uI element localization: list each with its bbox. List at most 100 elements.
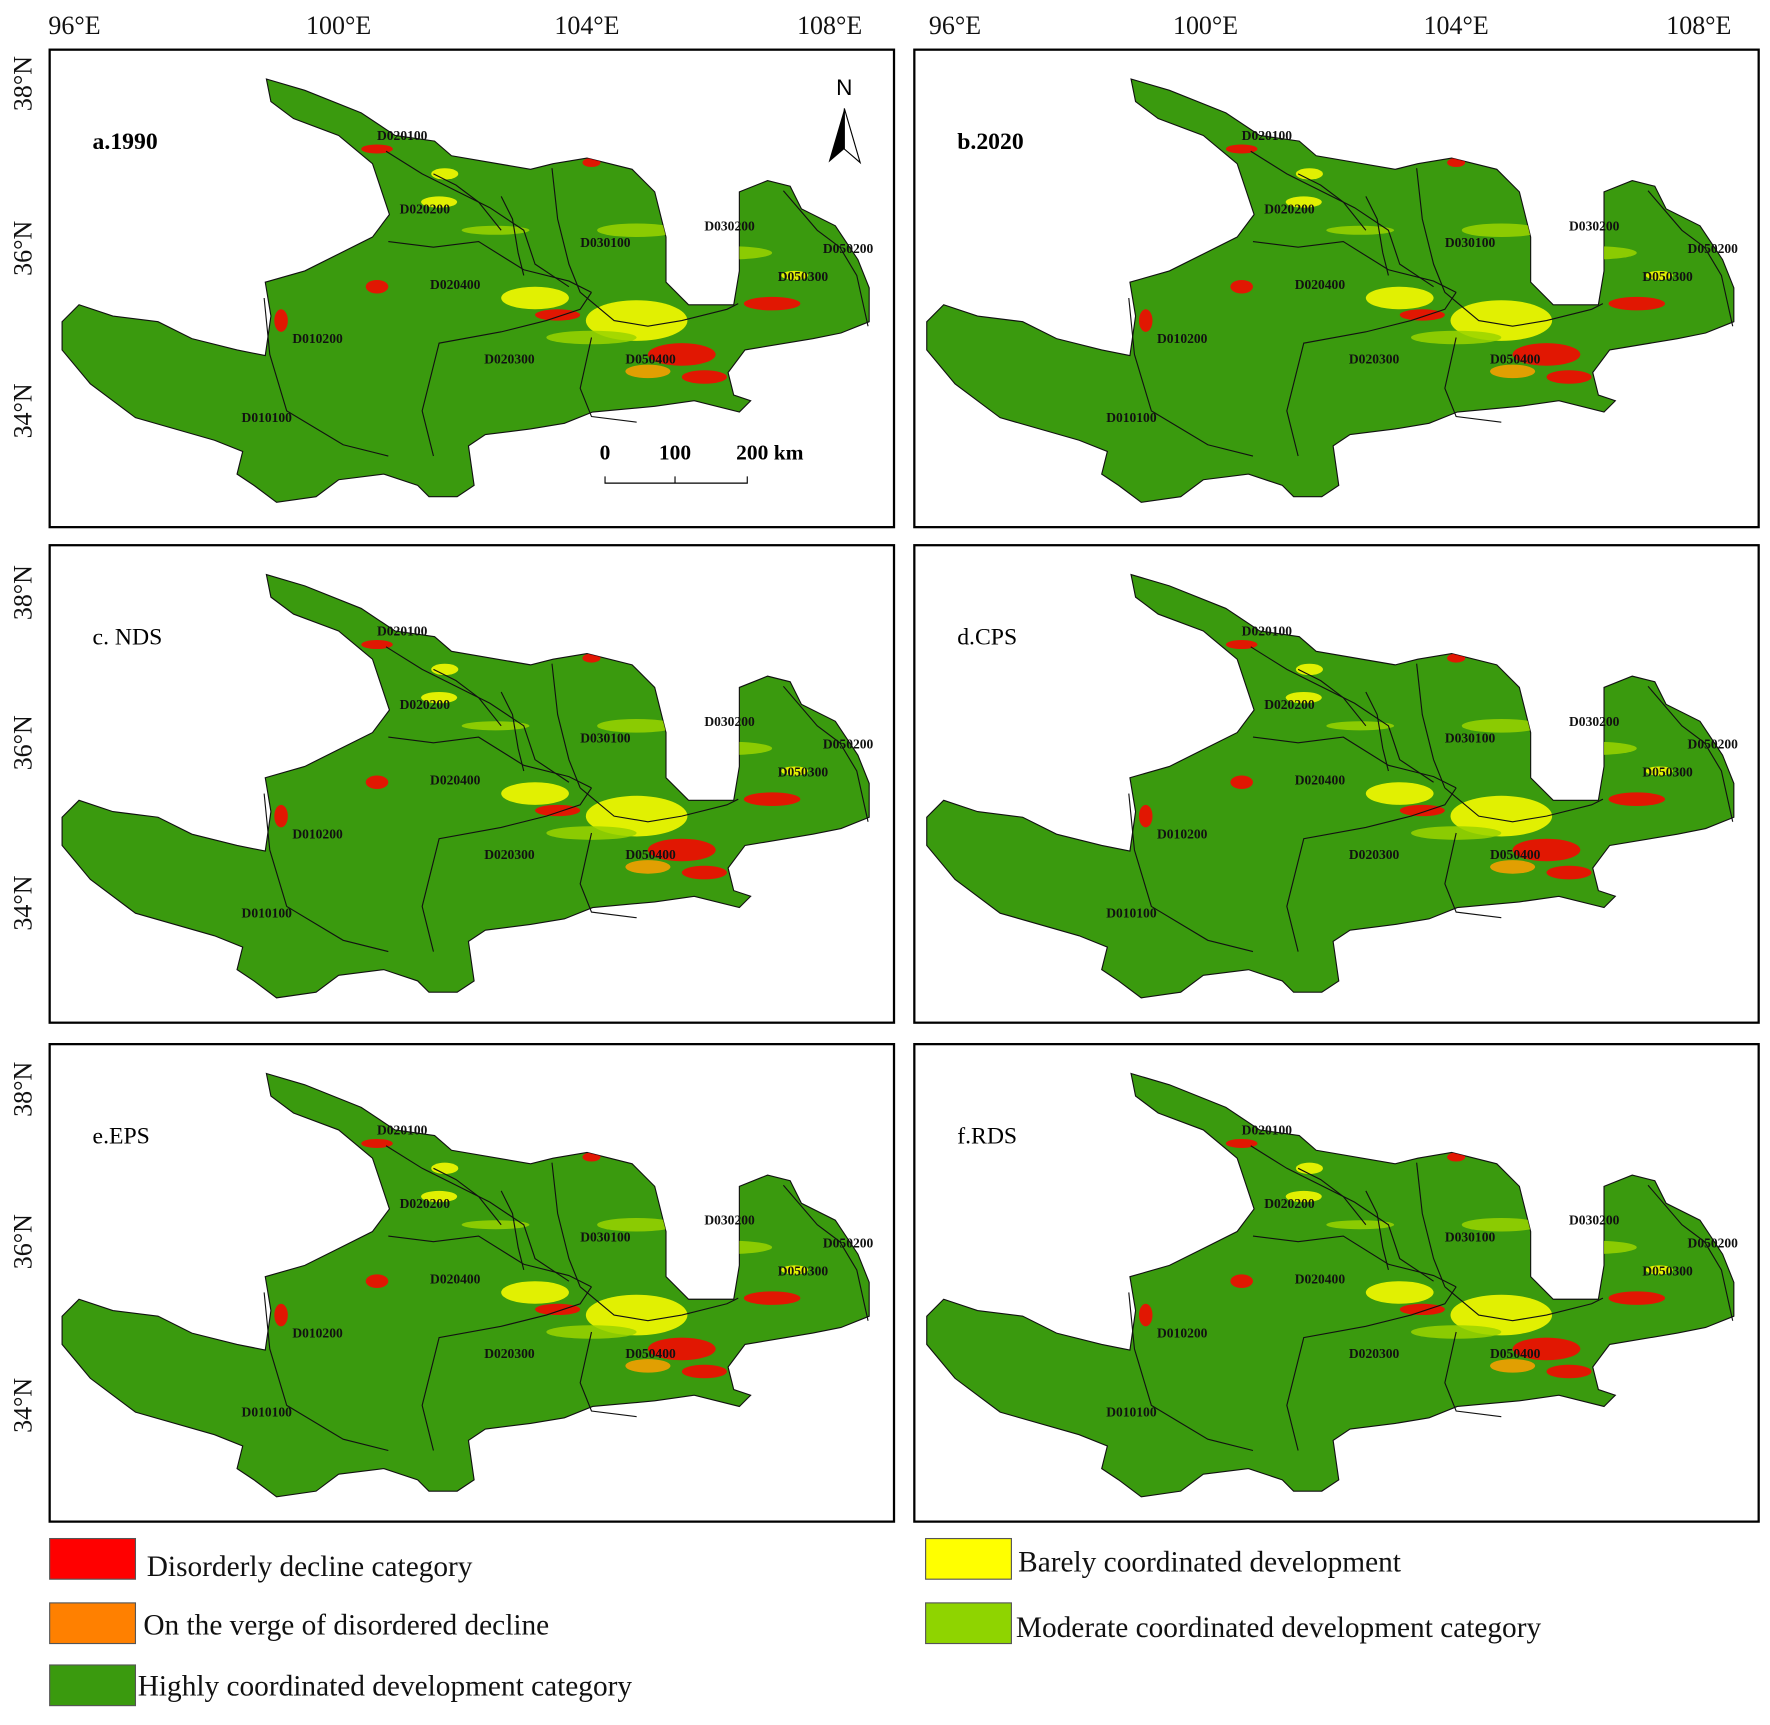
patch <box>681 865 727 880</box>
latitude-label: 38°N <box>9 565 38 620</box>
north-arrow <box>843 108 862 165</box>
region-label: D010100 <box>242 410 293 425</box>
sub-basin-border <box>385 646 570 783</box>
sub-basin-border <box>551 168 581 293</box>
region-label: D010200 <box>292 1326 343 1341</box>
sub-basin-border <box>1286 292 1457 457</box>
map-panel: D020100 D020200 D030100 D030200 D050200 D0503… <box>48 544 896 1024</box>
latitude-label: 34°N <box>9 875 38 930</box>
region-label: D030100 <box>1445 235 1496 250</box>
sub-basin-border <box>433 173 502 231</box>
sub-basin-border <box>1444 1331 1502 1418</box>
figure-content: D020100 D020200 D030100 D030200 D050200 D0503… <box>9 11 1760 1707</box>
basin-area <box>926 1072 1735 1498</box>
region-label: D030100 <box>1445 731 1496 746</box>
sub-basin-border <box>500 196 525 276</box>
legend-swatch <box>49 1537 137 1580</box>
region-label: D010100 <box>1106 410 1157 425</box>
region-label: D020100 <box>1242 1122 1293 1137</box>
patch <box>1138 804 1153 828</box>
region-label: D020100 <box>1242 128 1293 143</box>
patch <box>1512 1337 1581 1361</box>
patch <box>1285 196 1322 208</box>
patch <box>361 144 393 154</box>
sub-basin-border <box>782 685 869 822</box>
patch <box>1225 640 1258 650</box>
map-panel: D020100 D020200 D030100 D030200 D050200 D0503… <box>48 1043 896 1523</box>
sub-basin-border <box>1128 297 1254 457</box>
patch <box>1461 223 1541 238</box>
patch <box>1326 1220 1395 1230</box>
region-label: D020400 <box>430 773 481 788</box>
sub-basin-border <box>263 1292 389 1452</box>
longitude-label: 100°E <box>1173 11 1238 40</box>
region-label: D010100 <box>242 1405 293 1420</box>
patch <box>1450 1294 1553 1336</box>
coordination-patches <box>1138 640 1673 880</box>
sub-basin-border <box>1297 173 1367 231</box>
region-label: D050200 <box>823 241 874 256</box>
patch <box>582 158 601 168</box>
legend-label: Barely coordinated development <box>1018 1546 1401 1578</box>
patch <box>274 309 288 332</box>
patch <box>1230 279 1253 294</box>
sub-basin-border <box>433 1167 502 1226</box>
basin-area <box>61 1072 870 1498</box>
patch <box>1608 792 1665 806</box>
patch <box>461 1220 530 1230</box>
region-label: D020100 <box>377 128 428 143</box>
region-label: D010200 <box>1157 331 1208 346</box>
patch <box>1138 1303 1153 1327</box>
sub-basin-border <box>263 297 389 457</box>
region-label: D020300 <box>1349 351 1400 366</box>
sub-basin-border <box>433 668 502 727</box>
patch <box>1490 860 1536 874</box>
scale-label: 200 km <box>736 440 803 464</box>
patch <box>1411 826 1502 840</box>
region-label: D030100 <box>580 731 631 746</box>
latitude-label: 36°N <box>9 715 38 770</box>
patch <box>1450 300 1553 341</box>
panel-label: e.EPS <box>93 1123 150 1149</box>
patch <box>585 1294 688 1336</box>
region-label: D020400 <box>1295 773 1346 788</box>
region-label: D050300 <box>1642 765 1693 780</box>
region-label: D020200 <box>1264 1196 1315 1211</box>
latitude-label: 34°N <box>9 1378 38 1433</box>
region-label: D050200 <box>823 1235 874 1250</box>
patch <box>1447 158 1466 168</box>
panel-label: b.2020 <box>957 129 1023 155</box>
basin-area <box>926 78 1735 503</box>
sub-basin-border <box>421 1286 592 1451</box>
patch <box>1512 838 1581 862</box>
region-label: D020300 <box>484 847 535 862</box>
sub-basin-border <box>1416 168 1446 293</box>
patch <box>1365 286 1434 310</box>
coordination-patches <box>274 144 809 384</box>
patch <box>625 1359 671 1373</box>
patch <box>1326 225 1395 235</box>
patch <box>1490 1359 1536 1373</box>
patch <box>365 775 389 790</box>
region-label: D010200 <box>292 827 343 842</box>
region-label: D020400 <box>430 1271 481 1286</box>
sub-basin-border <box>1252 240 1457 293</box>
scale-label: 0 <box>600 440 611 464</box>
region-label: D050200 <box>1688 1235 1739 1250</box>
sub-basin-border <box>385 150 570 288</box>
region-label: D020400 <box>430 277 481 292</box>
patch <box>431 663 459 676</box>
basin-area <box>61 78 870 503</box>
latitude-label: 34°N <box>9 383 38 438</box>
panel-label: f.RDS <box>957 1123 1017 1149</box>
patch <box>501 1281 569 1304</box>
sub-basin-border <box>579 787 739 823</box>
longitude-label: 108°E <box>1666 11 1731 40</box>
sub-basin-border <box>1444 787 1604 823</box>
region-label: D010200 <box>1157 1326 1208 1341</box>
patch <box>597 1217 677 1232</box>
sub-basin-border <box>579 832 637 919</box>
longitude-label: 96°E <box>929 11 981 40</box>
sub-basin-border <box>385 1145 570 1282</box>
legend-label: On the verge of disordered decline <box>143 1610 549 1642</box>
